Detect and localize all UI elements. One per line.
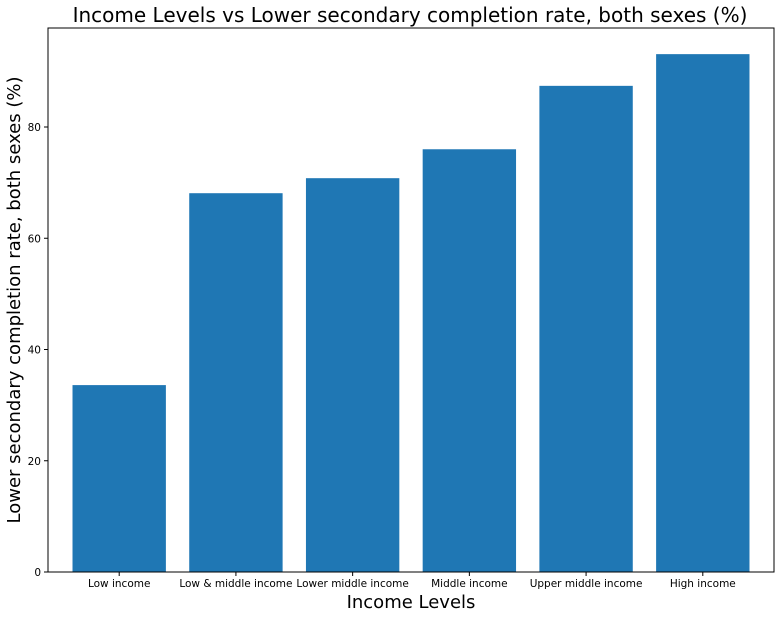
y-tick-label: 60 [28, 233, 41, 245]
bars-group [72, 54, 750, 573]
x-tick-label: Lower middle income [296, 578, 408, 590]
chart-title: Income Levels vs Lower secondary complet… [73, 3, 748, 27]
y-axis-ticks: 0 20 40 60 80 [28, 122, 48, 579]
x-tick-label: High income [670, 578, 736, 590]
y-tick-label: 80 [28, 122, 41, 134]
bar [539, 85, 633, 573]
x-axis-ticks: Low income Low & middle income Lower middl… [88, 572, 736, 590]
bar [72, 385, 166, 572]
x-tick-label: Low income [88, 578, 150, 590]
bar [305, 178, 400, 572]
y-tick-label: 20 [28, 456, 41, 468]
bar [422, 149, 517, 573]
bar [189, 193, 283, 572]
x-axis-label: Income Levels [347, 592, 476, 613]
bar [656, 54, 750, 573]
y-axis-label: Lower secondary completion rate, both se… [4, 77, 25, 524]
y-tick-label: 0 [34, 567, 41, 579]
x-tick-label: Upper middle income [530, 578, 643, 590]
x-tick-label: Low & middle income [179, 578, 292, 590]
y-tick-label: 40 [28, 345, 41, 357]
plot-area-frame [47, 27, 775, 573]
x-tick-label: Middle income [431, 578, 507, 590]
